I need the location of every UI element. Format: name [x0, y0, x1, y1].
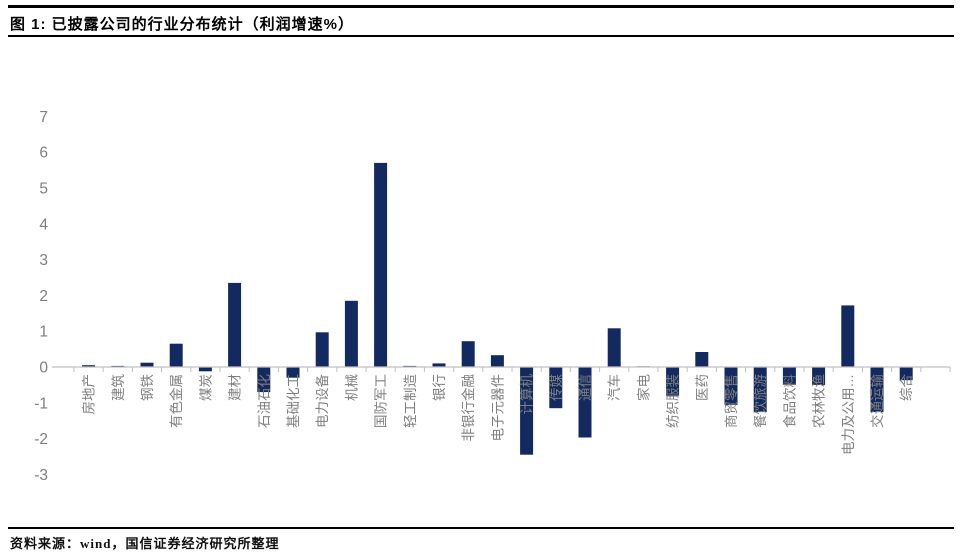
bar	[344, 300, 358, 367]
bar	[607, 328, 621, 367]
bar	[228, 282, 242, 367]
bar	[169, 343, 183, 367]
bar	[899, 367, 913, 381]
x-category-label: 房地产	[82, 374, 97, 415]
figure-title: 图 1: 已披露公司的行业分布统计（利润增速%）	[10, 16, 355, 33]
x-category-label: 煤炭	[198, 374, 213, 401]
x-category-label: 综合	[899, 374, 914, 401]
source-note: 资料来源：wind，国信证券经济研究所整理	[10, 536, 280, 551]
bar	[578, 367, 592, 438]
footer-divider-line	[8, 527, 954, 529]
bar	[870, 367, 884, 413]
bar	[490, 355, 504, 367]
x-category-label: 银行	[432, 374, 447, 401]
y-tick-label: -1	[34, 395, 48, 412]
x-category-label: 传媒	[549, 374, 564, 401]
y-tick-label: -2	[34, 431, 48, 448]
x-category-label: 电力设备	[314, 374, 330, 428]
bar	[315, 332, 329, 367]
bar	[432, 363, 446, 367]
bar	[549, 367, 563, 409]
x-category-label: 计算机	[520, 374, 535, 415]
x-category-label: 医药	[695, 374, 710, 401]
x-category-label: 机械	[344, 374, 359, 401]
x-category-label: 电力及公用…	[841, 374, 856, 455]
x-category-label: 电子元器件	[490, 374, 505, 442]
x-category-label: 汽车	[606, 374, 622, 401]
bar	[782, 367, 796, 385]
bar	[812, 367, 826, 385]
bar	[198, 367, 212, 372]
bar	[520, 367, 534, 455]
bar	[753, 367, 767, 413]
x-category-label: 农林牧渔	[812, 374, 827, 428]
bar	[695, 352, 709, 367]
x-category-label: 交通运输	[869, 374, 885, 428]
x-category-label: 轻工制造	[403, 374, 418, 428]
x-category-label: 餐饮旅游	[753, 374, 768, 428]
y-tick-label: 3	[39, 252, 48, 269]
x-category-label: 纺织服装	[666, 374, 681, 428]
bar	[374, 162, 388, 367]
y-tick-label: 1	[39, 324, 48, 341]
y-tick-label: 7	[39, 109, 48, 126]
x-category-label: 商贸零售	[724, 374, 739, 428]
bar	[140, 362, 154, 367]
y-tick-label: -3	[34, 467, 48, 484]
y-tick-label: 6	[39, 145, 48, 162]
bar	[666, 367, 680, 396]
bar	[82, 365, 96, 367]
title-divider-line	[8, 35, 954, 37]
x-category-label: 建材	[228, 374, 243, 401]
x-category-label: 国防军工	[374, 374, 389, 428]
x-category-label: 石油石化	[257, 374, 272, 428]
top-border-line	[8, 5, 954, 8]
y-tick-label: 0	[39, 360, 48, 377]
bar	[724, 367, 738, 405]
y-tick-label: 4	[39, 216, 48, 233]
x-category-label: 非银行金融	[461, 374, 476, 442]
bar	[257, 367, 271, 393]
bar	[286, 367, 300, 378]
x-category-label: 有色金属	[168, 374, 184, 428]
bar	[841, 305, 855, 367]
x-category-label: 钢铁	[140, 374, 155, 401]
x-category-label: 家电	[635, 374, 651, 401]
y-tick-label: 5	[39, 181, 48, 198]
x-category-label: 建筑	[111, 374, 126, 401]
x-category-label: 通信	[578, 374, 593, 401]
x-category-label: 基础化工	[285, 374, 301, 428]
x-category-label: 食品饮料	[781, 374, 797, 428]
y-tick-label: 2	[39, 288, 48, 305]
bar	[461, 341, 475, 367]
